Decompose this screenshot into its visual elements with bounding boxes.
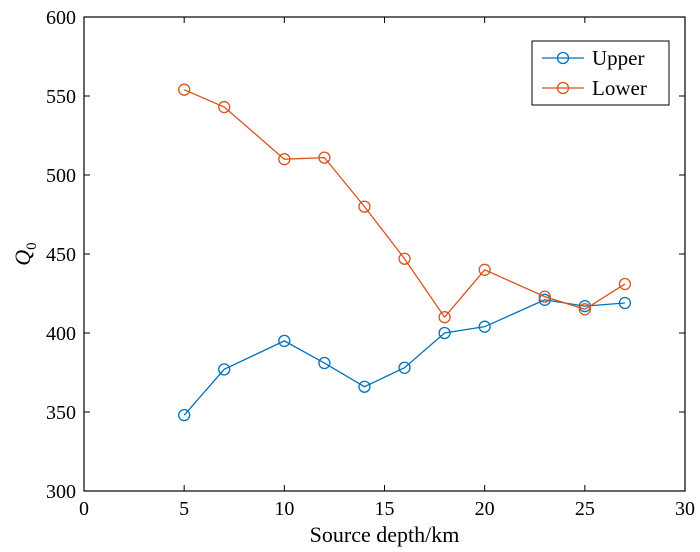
data-point-lower xyxy=(218,100,231,114)
y-tick-label: 450 xyxy=(46,244,76,266)
y-tick-label: 300 xyxy=(46,481,76,503)
data-point-upper xyxy=(278,334,291,348)
series-layer xyxy=(178,83,632,422)
data-point-lower xyxy=(618,277,632,291)
series-line-upper xyxy=(183,299,625,416)
legend-marker-lower xyxy=(556,81,570,95)
x-tick-label: 30 xyxy=(675,498,695,520)
legend-label-lower: Lower xyxy=(592,76,647,100)
x-tick-label: 20 xyxy=(475,498,495,520)
x-tick-label: 25 xyxy=(575,498,595,520)
data-point-lower xyxy=(318,151,331,164)
legend: Upper Lower xyxy=(531,40,670,106)
y-axis-label-main: Q xyxy=(10,250,35,266)
x-axis-label: Source depth/km xyxy=(310,522,460,547)
x-tick-label: 5 xyxy=(179,498,189,520)
data-point-lower xyxy=(358,200,371,213)
data-point-lower xyxy=(278,153,291,166)
x-tick-label: 0 xyxy=(79,498,89,520)
series-upper xyxy=(178,293,632,422)
x-tick-label: 10 xyxy=(274,498,294,520)
data-point-upper xyxy=(538,293,551,306)
series-line-lower xyxy=(183,89,626,319)
y-tick-label: 350 xyxy=(46,402,76,424)
data-point-upper xyxy=(218,363,231,376)
series-lower xyxy=(178,83,632,324)
data-point-upper xyxy=(358,380,371,393)
legend-marker-upper xyxy=(556,51,570,65)
y-axis-label-subscript: 0 xyxy=(24,242,40,250)
data-point-upper xyxy=(318,356,331,370)
data-point-lower xyxy=(578,303,591,316)
y-tick-label: 400 xyxy=(46,323,76,345)
legend-label-upper: Upper xyxy=(592,46,644,70)
ticks-layer: 0 5 10 15 20 25 30 300 350 400 450 500 550 600 xyxy=(46,7,695,520)
data-point-upper xyxy=(478,320,491,333)
data-point-lower xyxy=(178,83,191,96)
data-point-lower xyxy=(398,252,411,265)
data-point-upper xyxy=(178,409,191,422)
data-point-lower xyxy=(438,311,451,324)
legend-box xyxy=(531,40,670,106)
data-point-upper xyxy=(618,296,632,310)
data-point-lower xyxy=(538,290,551,303)
y-tick-label: 550 xyxy=(46,86,76,108)
data-point-upper xyxy=(438,326,451,340)
data-point-lower xyxy=(478,263,491,276)
data-point-upper xyxy=(398,361,411,374)
y-tick-label: 600 xyxy=(46,7,76,29)
y-axis-label: Q0 xyxy=(10,242,40,265)
y-tick-label: 500 xyxy=(46,165,76,187)
x-tick-label: 15 xyxy=(375,498,395,520)
